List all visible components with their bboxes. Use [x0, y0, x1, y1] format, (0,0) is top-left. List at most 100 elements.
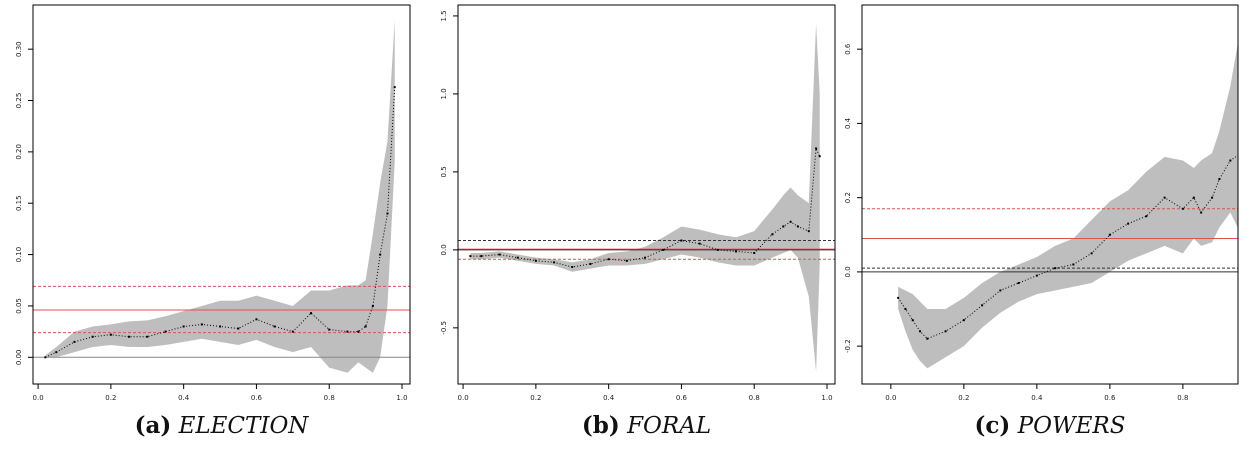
- point: [644, 256, 647, 259]
- x-tick-label: 1.0: [821, 394, 832, 402]
- point: [480, 255, 483, 258]
- point: [625, 259, 628, 262]
- x-tick-label: 1.0: [396, 394, 407, 402]
- point: [735, 250, 738, 253]
- point: [73, 340, 76, 343]
- caption-title: POWERS: [1017, 413, 1126, 439]
- point: [919, 330, 922, 333]
- point: [310, 312, 313, 315]
- plot-area: [862, 42, 1242, 369]
- point: [1127, 222, 1130, 225]
- point: [589, 262, 592, 265]
- x-tick-label: 0.8: [1177, 394, 1188, 402]
- point: [364, 325, 367, 328]
- plot-area: [458, 23, 835, 372]
- point: [371, 304, 374, 307]
- x-tick-label: 0.2: [530, 394, 541, 402]
- point: [1229, 159, 1232, 162]
- point: [1163, 196, 1166, 199]
- point: [386, 212, 389, 215]
- y-tick-label: 0.5: [440, 166, 448, 177]
- point: [200, 323, 203, 326]
- point: [291, 330, 294, 333]
- point: [346, 330, 349, 333]
- plot-frame: [32, 4, 411, 385]
- point: [379, 253, 382, 256]
- point: [164, 330, 167, 333]
- point: [1090, 252, 1093, 255]
- point: [981, 304, 984, 307]
- point: [393, 86, 396, 89]
- point: [109, 333, 112, 336]
- x-tick-label: 0.4: [178, 394, 190, 402]
- point: [807, 230, 810, 233]
- point: [219, 325, 222, 328]
- x-tick-label: 0.6: [676, 394, 688, 402]
- point: [897, 296, 900, 299]
- point: [1240, 152, 1242, 154]
- point: [55, 351, 58, 354]
- point: [789, 220, 792, 223]
- point: [1218, 178, 1221, 181]
- estimate-line: [470, 146, 821, 268]
- y-tick-label: 0.15: [15, 195, 23, 211]
- point: [1035, 274, 1038, 277]
- y-tick-label: 1.0: [440, 88, 448, 99]
- x-tick-label: 0.2: [105, 394, 116, 402]
- point: [237, 327, 240, 330]
- point: [571, 266, 574, 269]
- point: [944, 330, 947, 333]
- point: [516, 256, 519, 259]
- point: [553, 261, 556, 264]
- point: [255, 318, 258, 321]
- y-tick-label: 0.05: [15, 298, 23, 314]
- caption-title: ELECTION: [178, 413, 310, 439]
- x-tick-label: 0.4: [603, 394, 615, 402]
- y-tick-label: 0.0: [844, 266, 852, 277]
- confidence-band: [45, 20, 395, 373]
- x-tick-label: 0.0: [885, 394, 896, 402]
- point: [1017, 282, 1020, 285]
- y-tick-label: 0.10: [15, 247, 23, 263]
- x-tick-label: 0.6: [1104, 394, 1116, 402]
- point: [1054, 267, 1057, 270]
- point: [680, 239, 683, 242]
- point: [1181, 207, 1184, 210]
- y-tick-label: -0.5: [440, 321, 448, 335]
- point: [1108, 233, 1111, 236]
- plot-frame: [457, 4, 836, 385]
- caption: (c) POWERS: [975, 412, 1126, 439]
- point: [904, 308, 907, 311]
- confidence-band: [898, 42, 1238, 369]
- point: [962, 319, 965, 322]
- x-tick-label: 0.6: [251, 394, 263, 402]
- point: [911, 319, 914, 322]
- y-tick-label: 0.20: [15, 144, 23, 160]
- plot-frame: [861, 4, 1239, 385]
- point: [753, 251, 756, 254]
- y-tick-label: -0.2: [844, 339, 852, 353]
- point: [328, 328, 331, 331]
- point: [1200, 211, 1203, 214]
- y-tick-label: 0.2: [844, 192, 852, 203]
- point: [469, 255, 472, 258]
- point: [498, 253, 501, 256]
- y-tick-label: 0.25: [15, 93, 23, 109]
- caption-label: (b): [582, 412, 620, 439]
- point: [815, 147, 818, 150]
- caption-label: (a): [135, 412, 172, 439]
- point: [146, 335, 149, 338]
- y-tick-label: 1.5: [440, 10, 448, 21]
- x-tick-label: 0.8: [749, 394, 760, 402]
- point: [1072, 263, 1075, 266]
- point: [273, 325, 276, 328]
- point: [771, 233, 774, 236]
- point: [1211, 196, 1214, 199]
- caption: (b) FORAL: [582, 412, 711, 439]
- plot-area: [33, 20, 410, 373]
- x-tick-label: 0.8: [324, 394, 335, 402]
- point: [534, 259, 537, 262]
- point: [607, 258, 610, 261]
- point: [796, 225, 799, 228]
